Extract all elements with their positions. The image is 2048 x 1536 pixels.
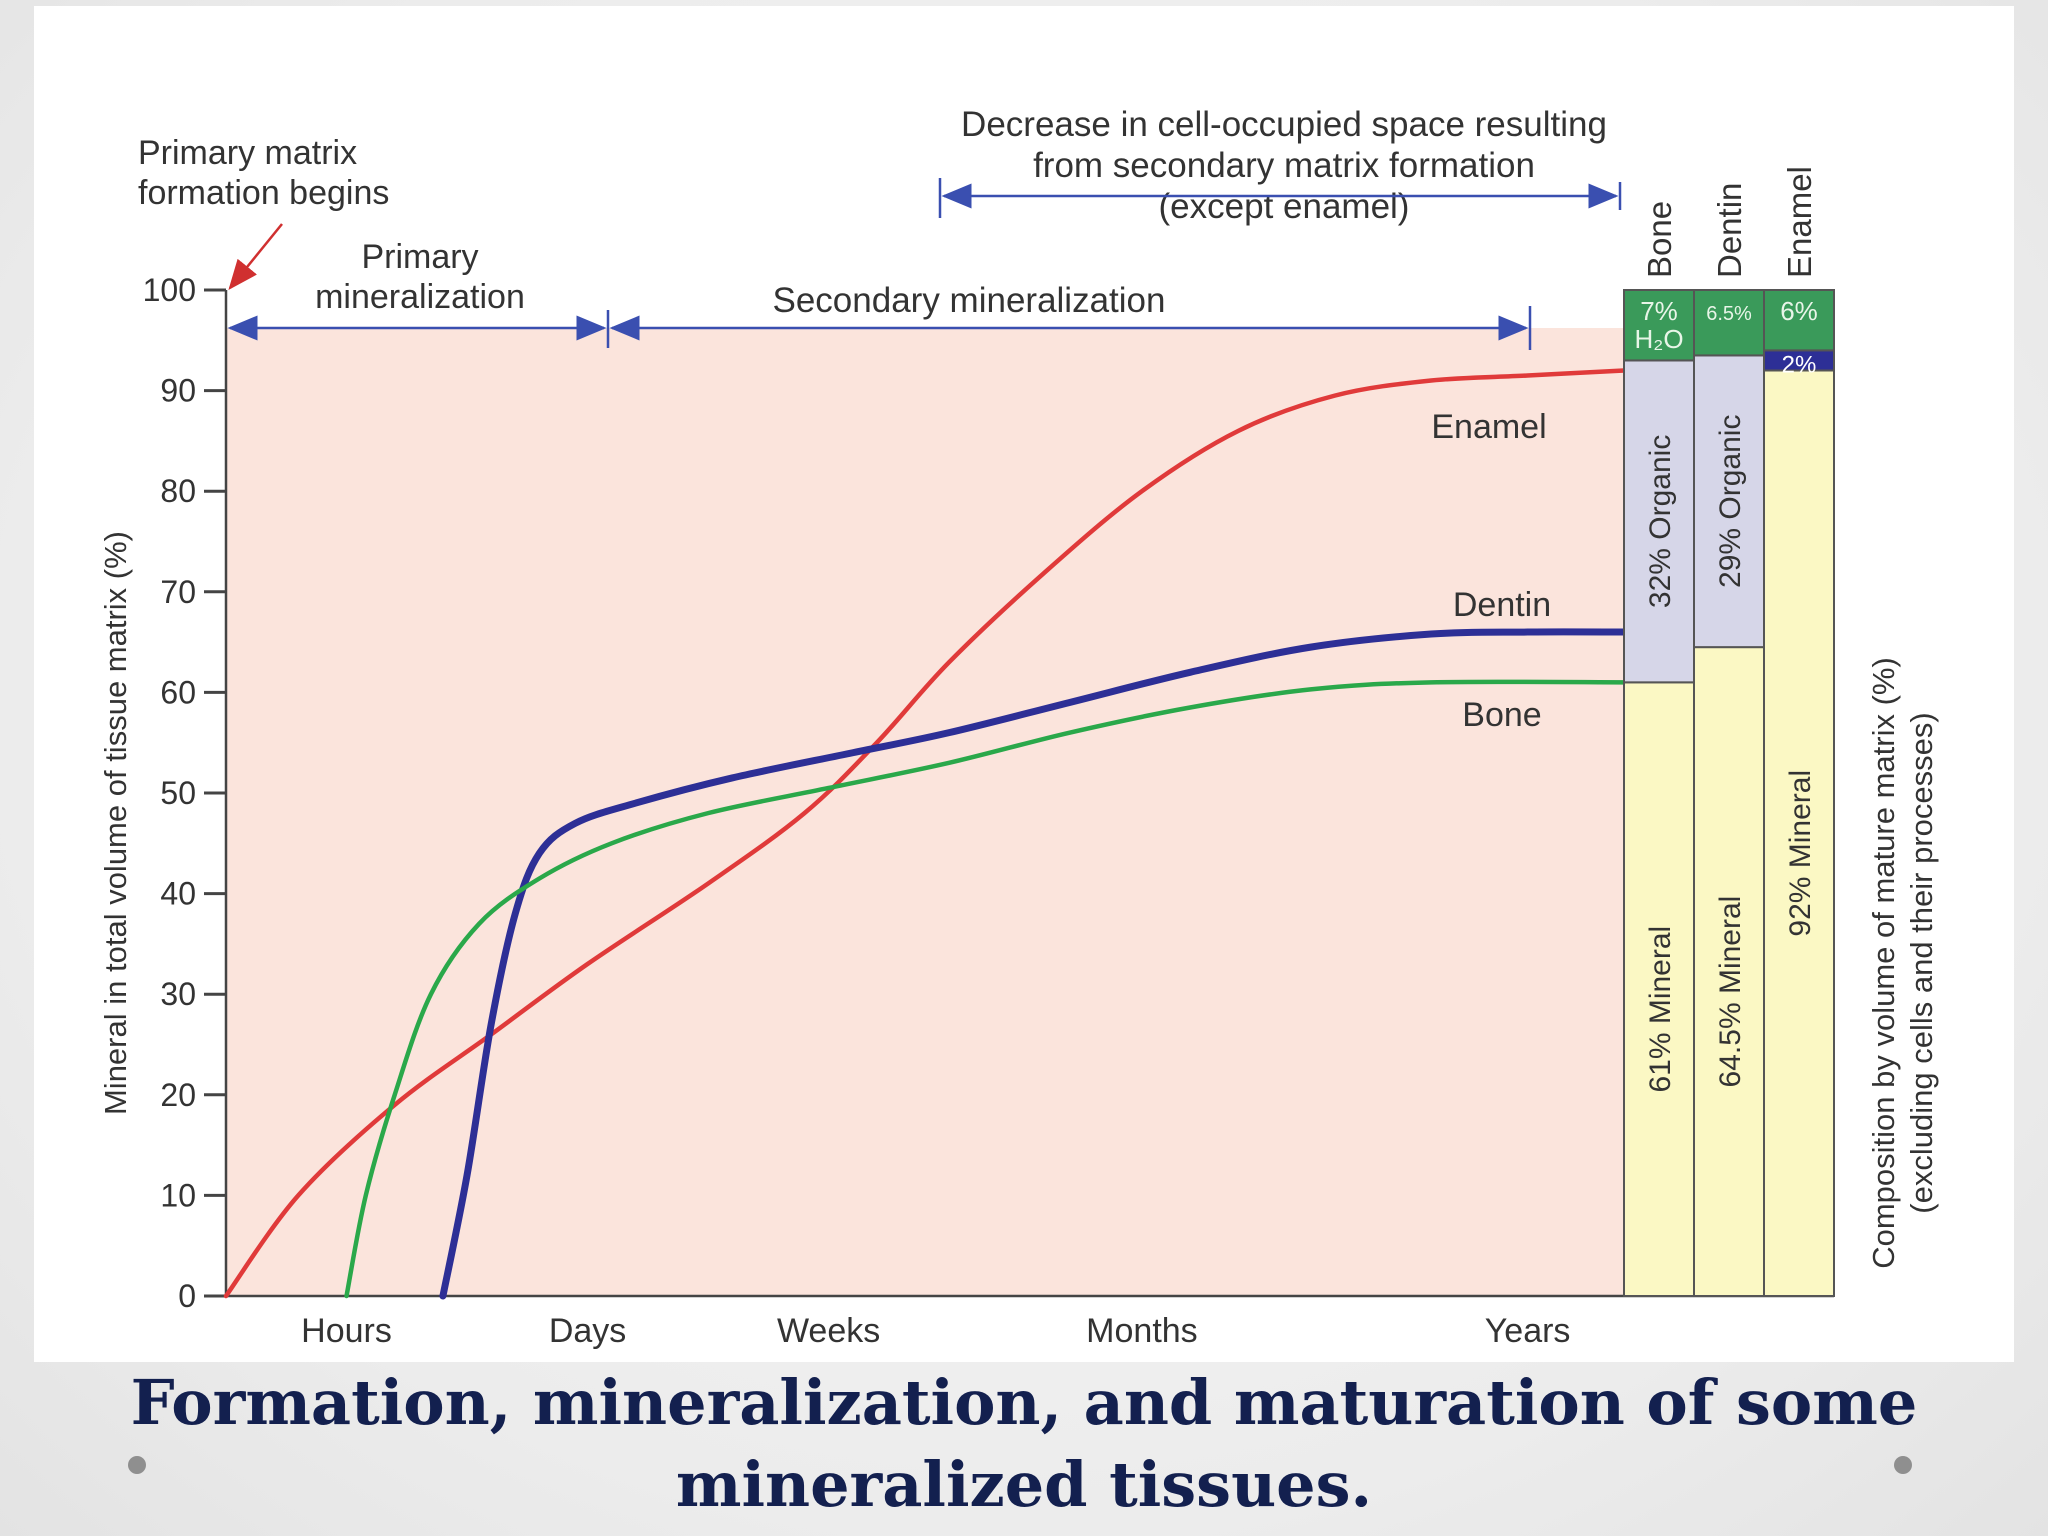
bar-dentin-organic-label: 29% Organic (1714, 415, 1747, 588)
y-tick-label: 50 (160, 775, 196, 811)
caption-line-1: Formation, mineralization, and maturatio… (130, 1366, 1918, 1439)
plot-background (226, 328, 1624, 1296)
bar-dentin-mineral-label: 64.5% Mineral (1714, 896, 1747, 1088)
y-tick-label: 0 (178, 1278, 196, 1314)
bar-bone-water-label: 7% (1640, 296, 1678, 326)
y-tick-label: 20 (160, 1077, 196, 1113)
y-tick-label: 80 (160, 473, 196, 509)
x-tick-label: Days (549, 1312, 626, 1350)
bar-dentin-header: Dentin (1711, 183, 1748, 278)
composition-label-line-1: Composition by volume of mature matrix (… (1866, 657, 1901, 1269)
bar-dentin-mineral (1693, 646, 1765, 1297)
annotation-decrease-space-line: (except enamel) (1159, 187, 1410, 226)
y-tick-label: 100 (143, 272, 196, 308)
annotation-decrease-space-line: from secondary matrix formation (1033, 146, 1535, 185)
y-tick-label: 90 (160, 373, 196, 409)
y-tick-label: 30 (160, 976, 196, 1012)
bar-enamel-mineral-label: 92% Mineral (1784, 770, 1817, 937)
slide-caption: Formation, mineralization, and maturatio… (0, 1362, 2048, 1526)
slide-bullet-left (128, 1456, 146, 1474)
bar-bone-water-label-2: H₂O (1634, 324, 1683, 354)
bar-enamel-mineral (1763, 369, 1835, 1298)
figure: 0 10 20 30 40 50 60 70 80 90 100 Mineral in total v… (34, 6, 2014, 1362)
axes: 0 10 20 30 40 50 60 70 80 90 100 Mineral in total v… (98, 272, 1834, 1350)
bar-enamel-water (1763, 289, 1835, 352)
annotation-decrease-space: Decrease in cell-occupied space resultin… (961, 105, 1607, 226)
bar-bone-water (1623, 289, 1695, 362)
bar-dentin-water-label: 6.5% (1706, 303, 1752, 325)
series-label-bone: Bone (1462, 696, 1541, 734)
primary-matrix-arrow (228, 223, 283, 290)
bar-bone-mineral-label: 61% Mineral (1644, 926, 1677, 1093)
series-label-enamel: Enamel (1431, 408, 1546, 446)
bar-bone-mineral (1623, 681, 1695, 1297)
series-line-enamel (223, 368, 1627, 1299)
bar-dentin-water (1693, 289, 1765, 357)
series-line-dentin (439, 628, 1628, 1300)
bar-enamel-water-label: 6% (1780, 296, 1818, 326)
y-tick-label: 60 (160, 674, 196, 710)
annotation-secondary-mineralization: Secondary mineralization (773, 281, 1166, 320)
composition-bars: 61% Mineral 32% Organic 7%H₂O Bone 64.5% Min… (1623, 166, 1939, 1298)
x-tick-label: Months (1086, 1312, 1198, 1350)
annotation-primary-matrix-line: formation begins (138, 174, 389, 212)
x-tick-label: Hours (301, 1312, 392, 1350)
annotation-decrease-space-line: Decrease in cell-occupied space resultin… (961, 105, 1607, 144)
x-tick-label: Weeks (777, 1312, 880, 1350)
bar-enamel-header: Enamel (1781, 166, 1818, 278)
annotation-primary-mineralization-line: mineralization (315, 278, 525, 316)
bar-enamel-organic-label: 2% (1782, 351, 1817, 378)
mineralization-chart: 0 10 20 30 40 50 60 70 80 90 100 Mineral in total v… (98, 105, 1939, 1350)
series-lines: Enamel Dentin Bone (223, 368, 1628, 1300)
annotation-primary-mineralization-line: Primary (361, 238, 478, 276)
annotation-primary-matrix-line: Primary matrix (138, 134, 357, 172)
series-label-dentin: Dentin (1453, 586, 1551, 624)
x-tick-label: Years (1485, 1312, 1571, 1350)
composition-label-line-2: (excluding cells and their processes) (1904, 712, 1939, 1213)
y-axis-label: Mineral in total volume of tissue matrix… (98, 531, 133, 1115)
slide-bullet-right (1894, 1456, 1912, 1474)
y-tick-label: 40 (160, 876, 196, 912)
bar-bone-organic (1623, 359, 1695, 684)
bar-bone-organic-label: 32% Organic (1644, 435, 1677, 608)
series-line-bone (344, 679, 1627, 1299)
bar-bone-header: Bone (1641, 201, 1678, 278)
y-tick-label: 70 (160, 574, 196, 610)
caption-line-2: mineralized tissues. (675, 1448, 1373, 1521)
y-tick-label: 10 (160, 1177, 196, 1213)
